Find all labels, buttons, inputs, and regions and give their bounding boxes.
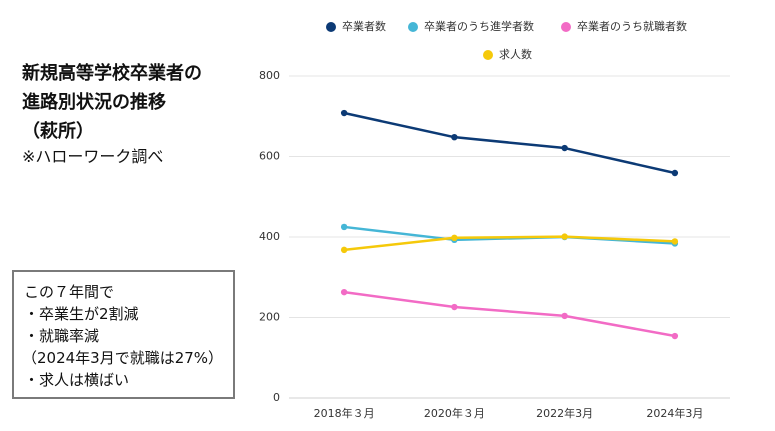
legend-label: 卒業者のうち進学者数 <box>424 19 534 33</box>
legend-marker <box>326 22 336 32</box>
series-3 <box>340 288 679 340</box>
legend-item: 求人数 <box>483 48 532 61</box>
x-tick-label: 2018年３月 <box>314 406 375 420</box>
y-axis-labels: 0 200 400 600 800 <box>259 69 280 404</box>
source-note: ※ハローワーク調べ <box>22 147 164 166</box>
x-axis-labels: 2018年３月 2020年３月 2022年3月 2024年3月 <box>314 406 704 420</box>
data-point <box>340 223 348 231</box>
data-point <box>451 234 458 242</box>
summary-line-5: ・求人は横ばい <box>24 371 130 389</box>
data-point <box>340 109 348 117</box>
x-tick-label: 2020年３月 <box>424 406 485 420</box>
legend-item: 卒業者数 <box>326 19 386 33</box>
data-point <box>340 246 348 254</box>
x-tick-label: 2024年3月 <box>646 406 703 420</box>
summary-line-4: （2024年3月で就職は27%） <box>22 349 224 367</box>
legend-item: 卒業者のうち進学者数 <box>408 19 534 33</box>
legend-label: 卒業者のうち就職者数 <box>577 19 687 33</box>
data-point <box>451 303 458 311</box>
legend-label: 卒業者数 <box>342 19 386 33</box>
summary-line-2: ・卒業生が2割減 <box>24 305 139 323</box>
series-line <box>342 111 677 175</box>
legend-label: 求人数 <box>499 48 532 61</box>
data-point <box>561 144 568 152</box>
legend-marker <box>408 22 418 32</box>
summary-box: この７年間で ・卒業生が2割減 ・就職率減 （2024年3月で就職は27%） ・… <box>12 270 235 399</box>
summary-line-3: ・就職率減 <box>24 327 100 345</box>
y-tick-label: 800 <box>259 69 280 82</box>
series-1 <box>340 109 679 177</box>
data-point <box>451 133 458 141</box>
y-tick-label: 600 <box>259 150 280 163</box>
series-4 <box>340 233 679 254</box>
summary-line-1: この７年間で <box>24 283 115 301</box>
data-point <box>340 288 348 296</box>
series-2 <box>340 223 679 247</box>
series-line <box>342 290 677 338</box>
series-line <box>342 225 677 245</box>
data-point <box>561 312 568 320</box>
summary-lines: この７年間で ・卒業生が2割減 ・就職率減 （2024年3月で就職は27%） ・… <box>22 281 224 391</box>
chart-title-line-3: （萩所） <box>22 121 94 142</box>
chart-title-line-2: 進路別状況の推移 <box>22 92 166 113</box>
data-point <box>671 238 679 245</box>
chart-title-line-1: 新規高等学校卒業者の <box>22 63 202 84</box>
y-tick-label: 200 <box>259 311 280 324</box>
x-tick-label: 2022年3月 <box>536 406 593 420</box>
legend-item: 卒業者のうち就職者数 <box>561 19 687 33</box>
data-point <box>671 169 679 177</box>
data-point <box>561 233 568 240</box>
legend-marker <box>483 50 493 60</box>
legend-marker <box>561 22 571 32</box>
series-line <box>342 235 677 252</box>
data-point <box>671 332 679 340</box>
y-tick-label: 0 <box>273 391 280 404</box>
chart-title: 新規高等学校卒業者の 進路別状況の推移 （萩所） <box>22 59 202 146</box>
y-tick-label: 400 <box>259 230 280 243</box>
